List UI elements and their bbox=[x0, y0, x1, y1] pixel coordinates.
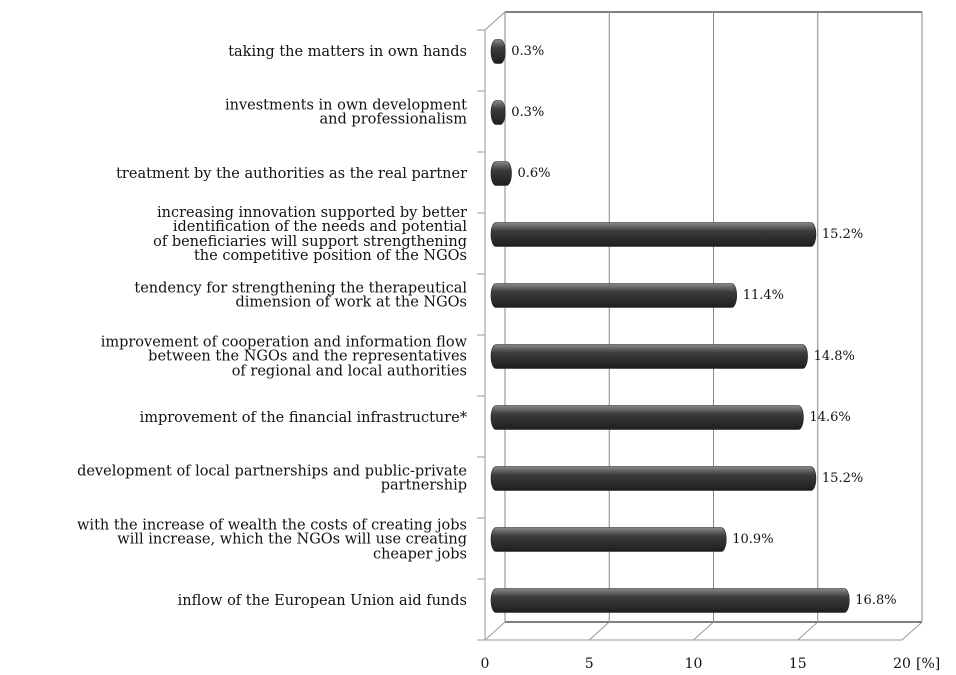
category-label: tendency for strengthening the therapeut… bbox=[134, 280, 467, 311]
category-label: improvement of the financial infrastruct… bbox=[139, 409, 467, 426]
floor-line bbox=[588, 621, 610, 641]
bar bbox=[490, 344, 808, 369]
value-label: 14.8% bbox=[814, 349, 855, 364]
x-tick-label: 20 bbox=[893, 656, 911, 672]
category-label: improvement of cooperation and informati… bbox=[100, 333, 467, 379]
value-label: 14.6% bbox=[809, 410, 850, 425]
category-label: investments in own development and profe… bbox=[224, 97, 467, 128]
floor-line bbox=[693, 621, 714, 641]
value-label: 15.2% bbox=[822, 471, 863, 486]
category-label: with the increase of wealth the costs of… bbox=[77, 516, 467, 562]
value-label: 15.2% bbox=[822, 227, 863, 242]
bar bbox=[490, 527, 727, 552]
bar bbox=[490, 588, 850, 613]
floor-line bbox=[797, 621, 819, 641]
side-wall-top bbox=[484, 11, 506, 31]
x-tick-label: 0 bbox=[481, 656, 490, 672]
value-label: 0.3% bbox=[511, 44, 544, 59]
category-label: taking the matters in own hands bbox=[228, 43, 467, 60]
value-label: 0.6% bbox=[518, 166, 551, 181]
x-axis-label: [%] bbox=[916, 656, 940, 672]
category-label: development of local partnerships and pu… bbox=[77, 463, 467, 494]
x-tick-label: 5 bbox=[585, 656, 594, 672]
bar bbox=[490, 39, 506, 64]
value-label: 10.9% bbox=[732, 532, 773, 547]
value-label: 0.3% bbox=[511, 105, 544, 120]
category-label: inflow of the European Union aid funds bbox=[177, 592, 467, 609]
bar bbox=[490, 161, 512, 186]
bar bbox=[490, 405, 804, 430]
bar bbox=[490, 466, 817, 491]
value-label: 16.8% bbox=[855, 593, 896, 608]
x-tick-label: 15 bbox=[789, 656, 807, 672]
bar bbox=[490, 100, 506, 125]
category-label: treatment by the authorities as the real… bbox=[116, 165, 467, 182]
value-label: 11.4% bbox=[743, 288, 784, 303]
floor-line bbox=[484, 621, 506, 641]
bar bbox=[490, 283, 737, 308]
x-tick-label: 10 bbox=[685, 656, 703, 672]
bar bbox=[490, 222, 817, 247]
floor-line bbox=[901, 621, 923, 641]
category-label: increasing innovation supported by bette… bbox=[153, 204, 467, 264]
